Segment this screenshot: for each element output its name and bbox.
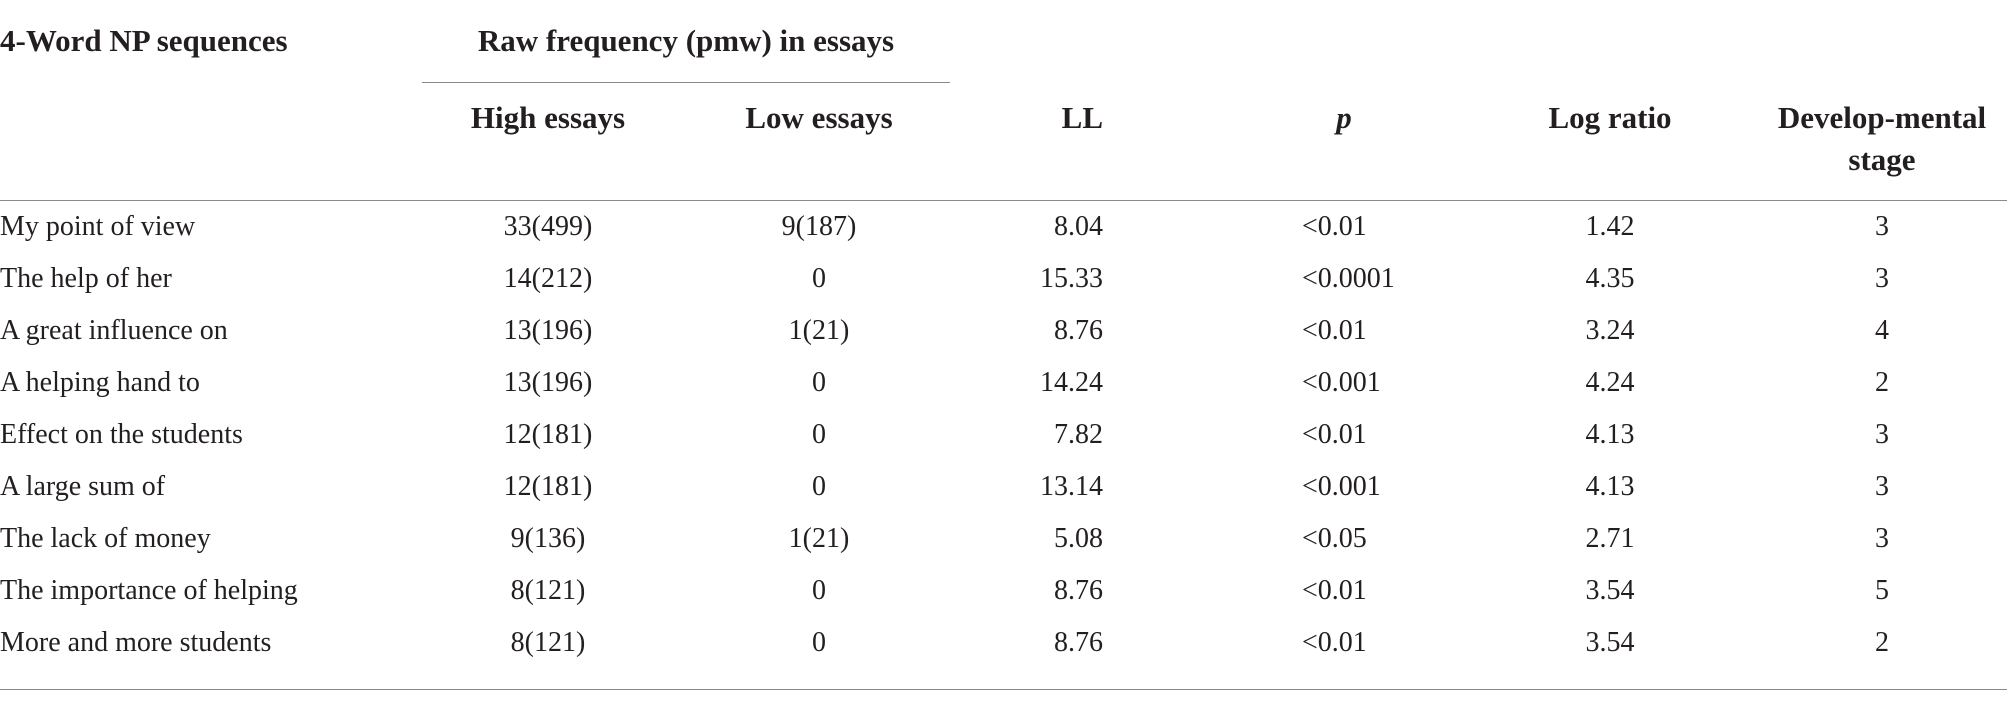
- table-cell: <0.001: [1302, 471, 1381, 502]
- table-cell: 4.35: [1585, 263, 1635, 294]
- table-cell: 3: [1875, 263, 1889, 294]
- table-cell: <0.01: [1302, 315, 1367, 346]
- table-cell: 33(499): [503, 211, 593, 242]
- table-cell: 8.76: [1054, 575, 1103, 606]
- table-cell: 1(21): [788, 523, 850, 554]
- header-cell: p: [1336, 100, 1352, 135]
- table-cell: 1.42: [1585, 211, 1635, 242]
- table-cell: The lack of money: [0, 523, 211, 554]
- header-cell: stage: [1848, 142, 1916, 177]
- table-cell: 13.14: [1040, 471, 1103, 502]
- table-cell: 4.24: [1585, 367, 1635, 398]
- table-cell: 0: [812, 471, 826, 502]
- table-cell: <0.001: [1302, 367, 1381, 398]
- table-cell: More and more students: [0, 627, 272, 658]
- table-cell: A large sum of: [0, 471, 166, 502]
- table-cell: <0.0001: [1302, 263, 1395, 294]
- header-cell: High essays: [470, 100, 626, 135]
- rule: [0, 200, 2007, 201]
- table-cell: 8.76: [1054, 627, 1103, 658]
- table-cell: The help of her: [0, 263, 172, 294]
- table-cell: 3.54: [1585, 575, 1635, 606]
- table-cell: <0.01: [1302, 627, 1367, 658]
- table-cell: 3.24: [1585, 315, 1635, 346]
- table-cell: 14(212): [503, 263, 593, 294]
- table-cell: 8.04: [1054, 211, 1103, 242]
- table-cell: <0.01: [1302, 419, 1367, 450]
- table-cell: 4.13: [1585, 471, 1635, 502]
- header-cell: 4-Word NP sequences: [0, 23, 288, 58]
- table-cell: 13(196): [503, 315, 593, 346]
- table-cell: 12(181): [503, 419, 593, 450]
- table-cell: 4: [1875, 315, 1889, 346]
- header-cell: Low essays: [745, 100, 893, 135]
- table-cell: 14.24: [1040, 367, 1103, 398]
- header-cell: LL: [1061, 100, 1103, 135]
- table-cell: <0.01: [1302, 575, 1367, 606]
- table-cell: 12(181): [503, 471, 593, 502]
- table-cell: 9(187): [781, 211, 857, 242]
- table-cell: 13(196): [503, 367, 593, 398]
- table-cell: 15.33: [1040, 263, 1103, 294]
- table-cell: 0: [812, 627, 826, 658]
- table-cell: 8(121): [510, 575, 586, 606]
- table-cell: <0.01: [1302, 211, 1367, 242]
- table-cell: 3: [1875, 211, 1889, 242]
- table-cell: A helping hand to: [0, 367, 200, 398]
- table-cell: 0: [812, 419, 826, 450]
- header-cell: Log ratio: [1548, 100, 1672, 135]
- header-cell: Develop-mental: [1777, 100, 1987, 135]
- table-cell: The importance of helping: [0, 575, 298, 606]
- table-cell: 0: [812, 367, 826, 398]
- table-cell: 0: [812, 263, 826, 294]
- header-cell: Raw frequency (pmw) in essays: [477, 23, 895, 58]
- table-cell: 1(21): [788, 315, 850, 346]
- table-cell: 2: [1875, 367, 1889, 398]
- table-cell: <0.05: [1302, 523, 1367, 554]
- table-cell: 4.13: [1585, 419, 1635, 450]
- rule: [422, 82, 950, 83]
- table-cell: 3: [1875, 523, 1889, 554]
- table-cell: 5.08: [1054, 523, 1103, 554]
- table-cell: A great influence on: [0, 315, 228, 346]
- table-cell: 3: [1875, 419, 1889, 450]
- table-cell: My point of view: [0, 211, 196, 242]
- table-cell: Effect on the students: [0, 419, 243, 450]
- table-cell: 8.76: [1054, 315, 1103, 346]
- table-cell: 2.71: [1585, 523, 1635, 554]
- table-cell: 3: [1875, 471, 1889, 502]
- table-cell: 7.82: [1054, 419, 1103, 450]
- rule: [0, 689, 2007, 690]
- table-cell: 9(136): [510, 523, 586, 554]
- table-cell: 0: [812, 575, 826, 606]
- table-cell: 8(121): [510, 627, 586, 658]
- table-cell: 3.54: [1585, 627, 1635, 658]
- table-cell: 5: [1875, 575, 1889, 606]
- table-cell: 2: [1875, 627, 1889, 658]
